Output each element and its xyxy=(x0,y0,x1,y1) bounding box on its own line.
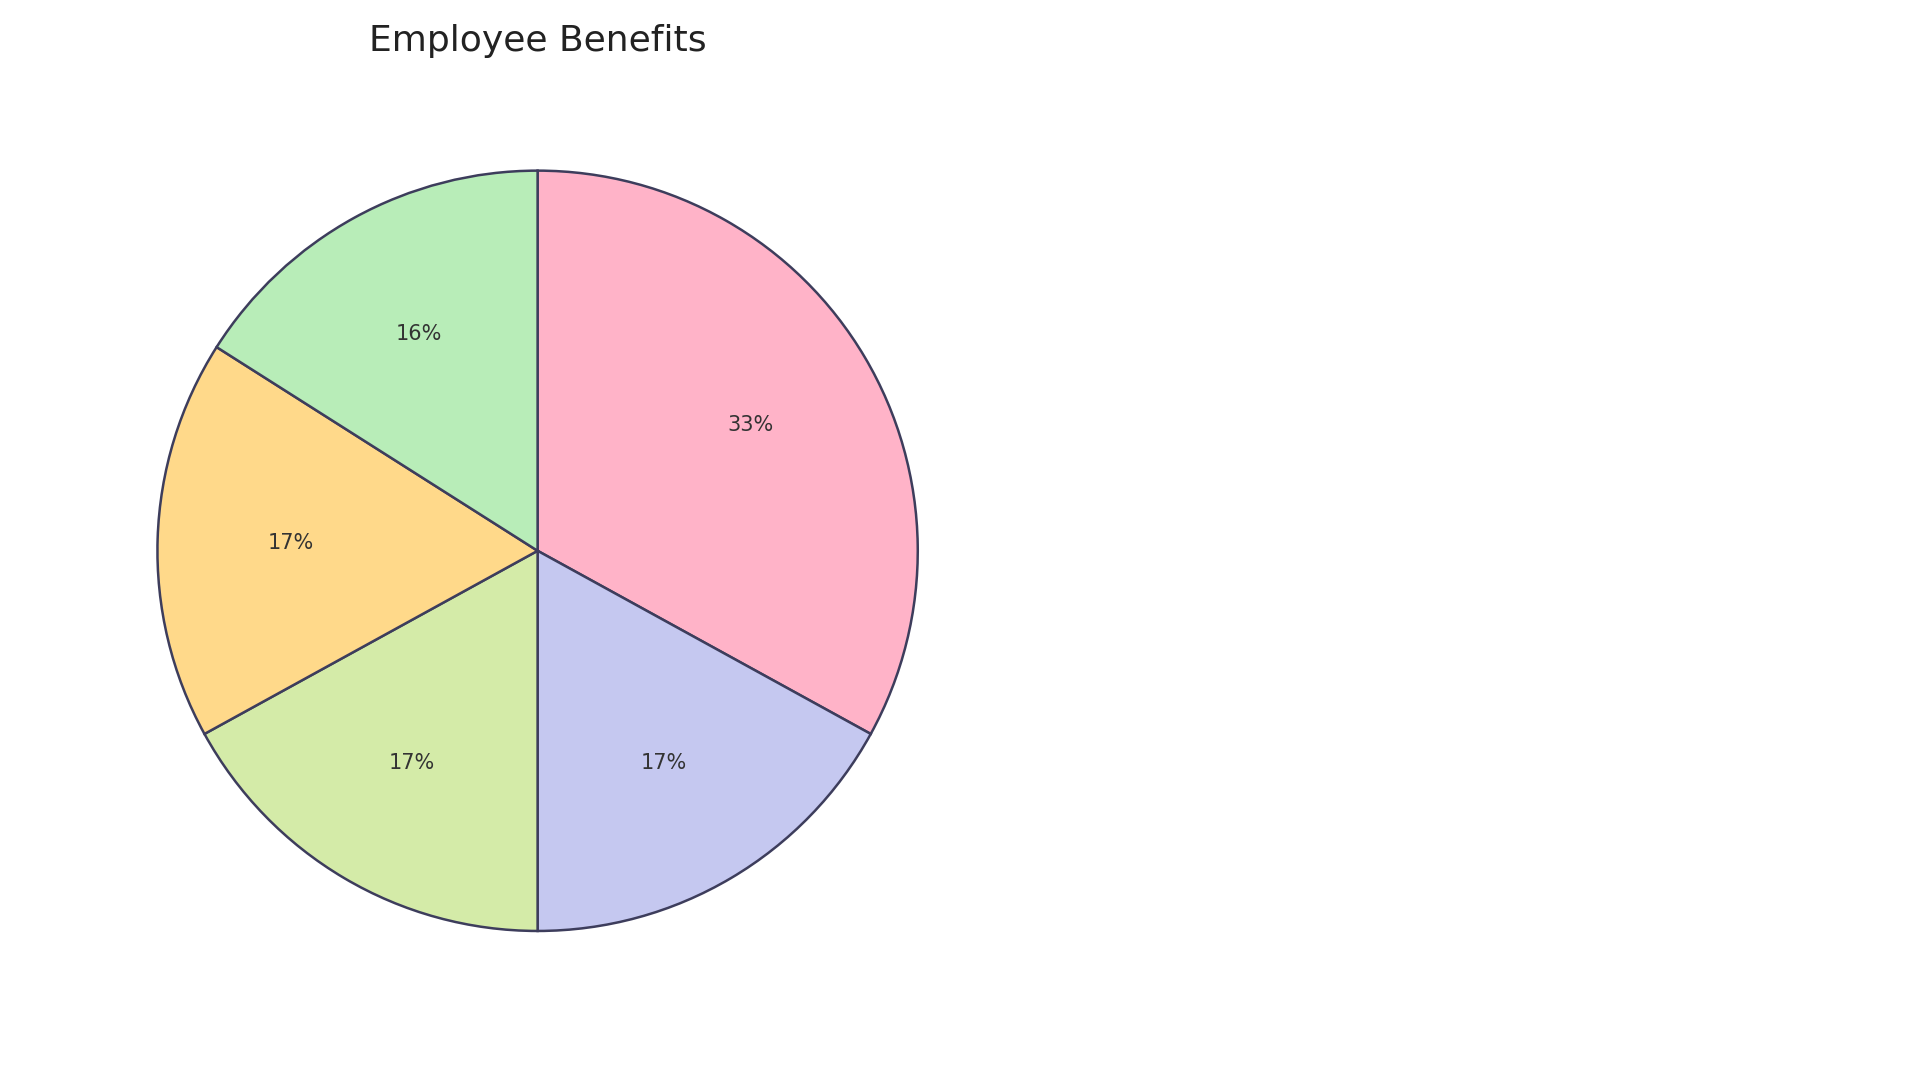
Title: Employee Benefits: Employee Benefits xyxy=(369,24,707,57)
Legend: Foundation of Employee Benefit Plans, Public Domain, Reliability Measures, Compa: Foundation of Employee Benefit Plans, Pu… xyxy=(1046,431,1574,649)
Wedge shape xyxy=(204,551,538,931)
Wedge shape xyxy=(157,347,538,734)
Text: 33%: 33% xyxy=(728,415,774,435)
Text: 17%: 17% xyxy=(639,754,687,773)
Wedge shape xyxy=(538,171,918,734)
Text: 17%: 17% xyxy=(267,534,313,553)
Text: 17%: 17% xyxy=(388,754,436,773)
Wedge shape xyxy=(217,171,538,551)
Wedge shape xyxy=(538,551,872,931)
Text: 16%: 16% xyxy=(396,324,442,345)
